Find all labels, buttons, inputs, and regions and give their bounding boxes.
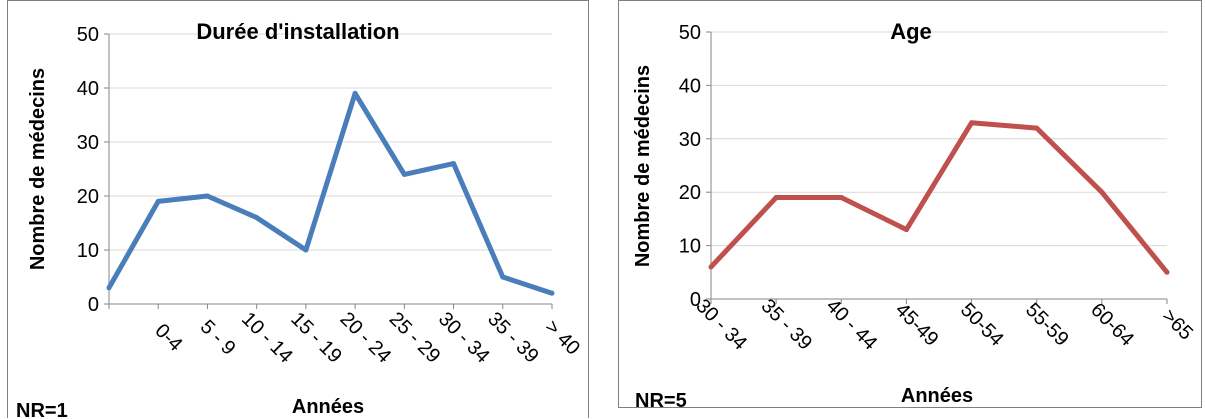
- data-point: [903, 227, 909, 233]
- x-tick-label: 35 - 39: [483, 308, 543, 368]
- x-tick-label: > 40: [541, 316, 584, 359]
- y-tick-label: 0: [690, 289, 701, 311]
- y-tick-label: 50: [77, 24, 99, 46]
- data-point: [1164, 269, 1170, 275]
- data-point: [1034, 125, 1040, 131]
- data-point: [303, 247, 309, 253]
- data-point: [155, 198, 161, 204]
- y-tick-label: 20: [77, 186, 99, 208]
- data-point: [106, 285, 112, 291]
- x-tick-label: 0-4: [150, 320, 186, 356]
- x-tick-label: 20 - 24: [336, 308, 396, 368]
- data-point: [708, 264, 714, 270]
- y-tick-label: 40: [77, 78, 99, 100]
- x-tick-label: 5 - 9: [196, 316, 240, 360]
- data-point: [401, 171, 407, 177]
- x-tick-label: 10 - 14: [237, 308, 297, 368]
- y-tick-label: 30: [77, 132, 99, 154]
- series-line: [709, 120, 1169, 274]
- data-point: [204, 193, 210, 199]
- y-tick-label: 10: [679, 236, 701, 258]
- chart-title: Durée d'installation: [196, 19, 399, 44]
- y-axis-label: Nombre de médecins: [27, 68, 49, 270]
- data-point: [1099, 189, 1105, 195]
- nr-note: NR=5: [635, 390, 687, 412]
- data-point: [254, 215, 260, 221]
- chart-panel-duree: 0 10 20 30 40 50 0-4 5 - 9 10 - 14 15 - 19 20 - 24…: [7, 0, 589, 419]
- x-tick-label: 60-64: [1086, 299, 1138, 351]
- x-tick-label: 50-54: [956, 299, 1008, 351]
- y-tick-label: 50: [679, 22, 701, 44]
- x-axis-label: Années: [292, 396, 364, 418]
- chart-title: Age: [890, 19, 932, 44]
- x-tick-label: 30 - 34: [434, 308, 494, 368]
- line-chart-age: 0 10 20 30 40 50 30 - 34 35 - 39 40 - 44 45-49 50-…: [632, 19, 1197, 412]
- x-tick-label: 30 - 34: [691, 295, 751, 355]
- y-tick-label: 20: [679, 182, 701, 204]
- series-line: [106, 90, 553, 296]
- nr-note: NR=1: [16, 400, 68, 419]
- x-tick-label: 45-49: [891, 299, 943, 351]
- y-tick-label: 10: [77, 240, 99, 262]
- data-point: [549, 290, 555, 296]
- chart-panel-age: 0 10 20 30 40 50 30 - 34 35 - 39 40 - 44 45-49 50-…: [618, 0, 1202, 412]
- data-point: [500, 274, 506, 280]
- x-tick-label: >65: [1157, 305, 1197, 345]
- x-tick-label: 15 - 19: [286, 308, 346, 368]
- x-tick-label: 40 - 44: [822, 295, 882, 355]
- x-tick-label: 55-59: [1021, 299, 1073, 351]
- y-tick-label: 0: [88, 294, 99, 316]
- data-point: [773, 195, 779, 201]
- x-tick-label: 35 - 39: [757, 295, 817, 355]
- x-axis-label: Années: [901, 385, 973, 407]
- y-tick-label: 30: [679, 129, 701, 151]
- data-point: [352, 90, 358, 96]
- data-point: [451, 161, 457, 167]
- data-point: [838, 195, 844, 201]
- y-axis-label: Nombre de médecins: [632, 65, 654, 267]
- x-tick-label: 25 - 29: [385, 308, 445, 368]
- y-tick-label: 40: [679, 75, 701, 97]
- data-point: [969, 120, 975, 126]
